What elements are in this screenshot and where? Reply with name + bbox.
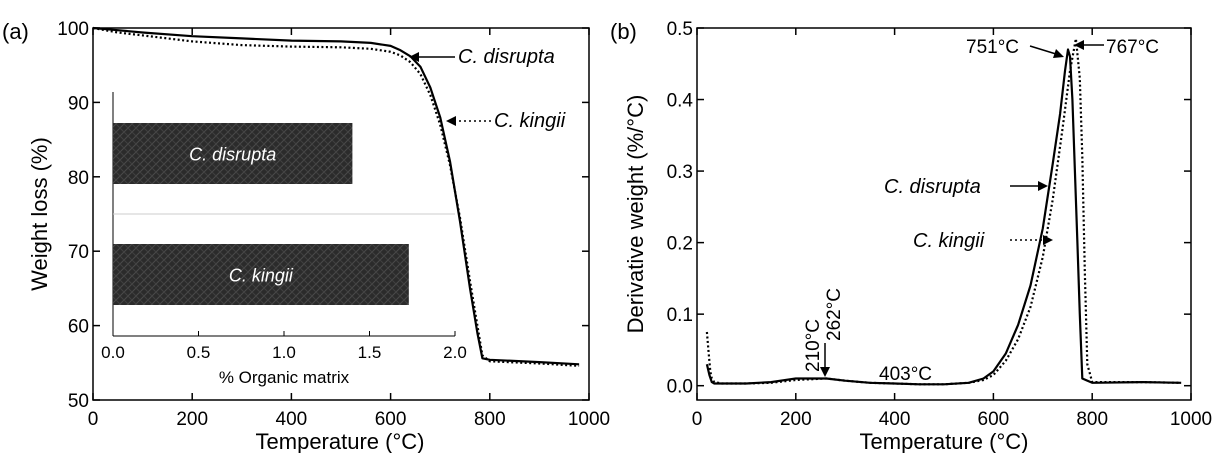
x-tick-label: 0 <box>88 409 99 430</box>
annotation-210: 210°C <box>803 319 824 372</box>
annotation-751-label: 751°C <box>966 37 1019 58</box>
inset-bar-chart: C. disrupta C. kingii 0.0 0.5 1.0 1.5 2.0 % O… <box>101 92 467 387</box>
panel-b-disrupta-label: C. disrupta <box>884 176 981 198</box>
panel-a-axes-frame <box>92 27 590 401</box>
x-tick-label: 1000 <box>568 409 610 430</box>
inset-x-tick-label: 1.0 <box>272 343 296 362</box>
x-tick-label: 800 <box>474 409 506 430</box>
panel-b-x-ticks: 0 200 400 600 800 1000 <box>692 28 1212 430</box>
x-tick-label: 400 <box>879 409 911 430</box>
panel-b-y-ticks: 0.0 0.1 0.2 0.3 0.4 0.5 <box>667 19 1191 398</box>
panel-a-y-axis-label: Weight loss (%) <box>27 137 52 291</box>
x-tick-label: 1000 <box>1170 409 1212 430</box>
panel-b-axes-frame <box>696 27 1192 401</box>
y-tick-label: 0.2 <box>667 234 693 255</box>
annotation-262-label: 262°C <box>824 288 845 341</box>
panel-b-kingii-label: C. kingii <box>913 230 985 252</box>
y-tick-label: 90 <box>68 93 89 114</box>
annotation-disrupta-label: C. disrupta <box>458 46 555 68</box>
x-tick-label: 400 <box>276 409 308 430</box>
x-tick-label: 200 <box>176 409 208 430</box>
panel-a-annotation-disrupta: C. disrupta <box>409 46 555 68</box>
inset-bar-label: C. disrupta <box>189 145 276 165</box>
y-tick-label: 0.0 <box>667 377 693 398</box>
panel-b-annotation-kingii: C. kingii <box>913 230 1053 252</box>
y-tick-label: 100 <box>57 19 89 40</box>
panel-b-y-axis-label: Derivative weight (%/°C) <box>623 95 648 334</box>
inset-x-tick-label: 1.5 <box>358 343 382 362</box>
panel-b: (b) 0.0 0.1 0.2 0.3 0.4 0.5 0 200 400 600 800 1000… <box>610 19 1212 453</box>
inset-bar-kingii <box>113 244 409 305</box>
annotation-403-label: 403°C <box>879 364 932 385</box>
panel-a-series <box>92 26 580 367</box>
annotation-767: 767°C <box>1074 37 1159 58</box>
annotation-262: 262°C <box>820 288 845 377</box>
series-line-disrupta <box>92 26 580 366</box>
panel-b-series <box>705 37 1182 386</box>
y-tick-label: 0.1 <box>667 305 693 326</box>
series-line-kingii <box>705 37 1182 386</box>
annotation-751: 751°C <box>966 37 1064 58</box>
y-tick-label: 70 <box>68 242 89 263</box>
panel-a-y-ticks: 50 60 70 80 90 100 <box>57 19 589 412</box>
inset-x-tick-label: 0.0 <box>101 343 125 362</box>
annotation-767-label: 767°C <box>1106 37 1159 58</box>
inset-x-tick-label: 2.0 <box>443 343 467 362</box>
series-line-disrupta <box>705 48 1182 386</box>
panel-a-x-axis-label: Temperature (°C) <box>256 429 425 453</box>
panel-b-annotation-disrupta: C. disrupta <box>884 176 1048 198</box>
series-line-kingii <box>92 26 580 367</box>
x-tick-label: 600 <box>978 409 1010 430</box>
x-tick-label: 800 <box>1076 409 1108 430</box>
y-tick-label: 0.4 <box>667 91 694 112</box>
x-tick-label: 0 <box>692 409 703 430</box>
annotation-210-label: 210°C <box>803 319 824 372</box>
annotation-kingii-label: C. kingii <box>494 110 566 132</box>
inset-x-ticks: 0.0 0.5 1.0 1.5 2.0 <box>101 331 467 362</box>
panel-a-label: (a) <box>2 19 29 44</box>
inset-bars: C. disrupta C. kingii <box>113 123 409 305</box>
y-tick-label: 50 <box>68 391 89 412</box>
annotation-403: 403°C <box>879 364 932 385</box>
panel-b-x-axis-label: Temperature (°C) <box>860 429 1029 453</box>
inset-x-axis-label: % Organic matrix <box>219 368 350 387</box>
y-tick-label: 60 <box>68 317 89 338</box>
y-tick-label: 0.3 <box>667 162 693 183</box>
y-tick-label: 80 <box>68 168 89 189</box>
panel-b-label: (b) <box>610 19 637 44</box>
panel-a-annotation-kingii: C. kingii <box>446 110 566 132</box>
panel-a-x-ticks: 0 200 400 600 800 1000 <box>88 28 610 430</box>
x-tick-label: 200 <box>780 409 812 430</box>
inset-x-tick-label: 0.5 <box>187 343 211 362</box>
panel-a: (a) 50 60 70 80 90 100 0 200 400 600 800 1000 Temp… <box>2 19 610 453</box>
x-tick-label: 600 <box>375 409 407 430</box>
inset-bar-disrupta <box>113 123 353 184</box>
y-tick-label: 0.5 <box>667 19 693 40</box>
inset-bar-label: C. kingii <box>229 266 294 286</box>
